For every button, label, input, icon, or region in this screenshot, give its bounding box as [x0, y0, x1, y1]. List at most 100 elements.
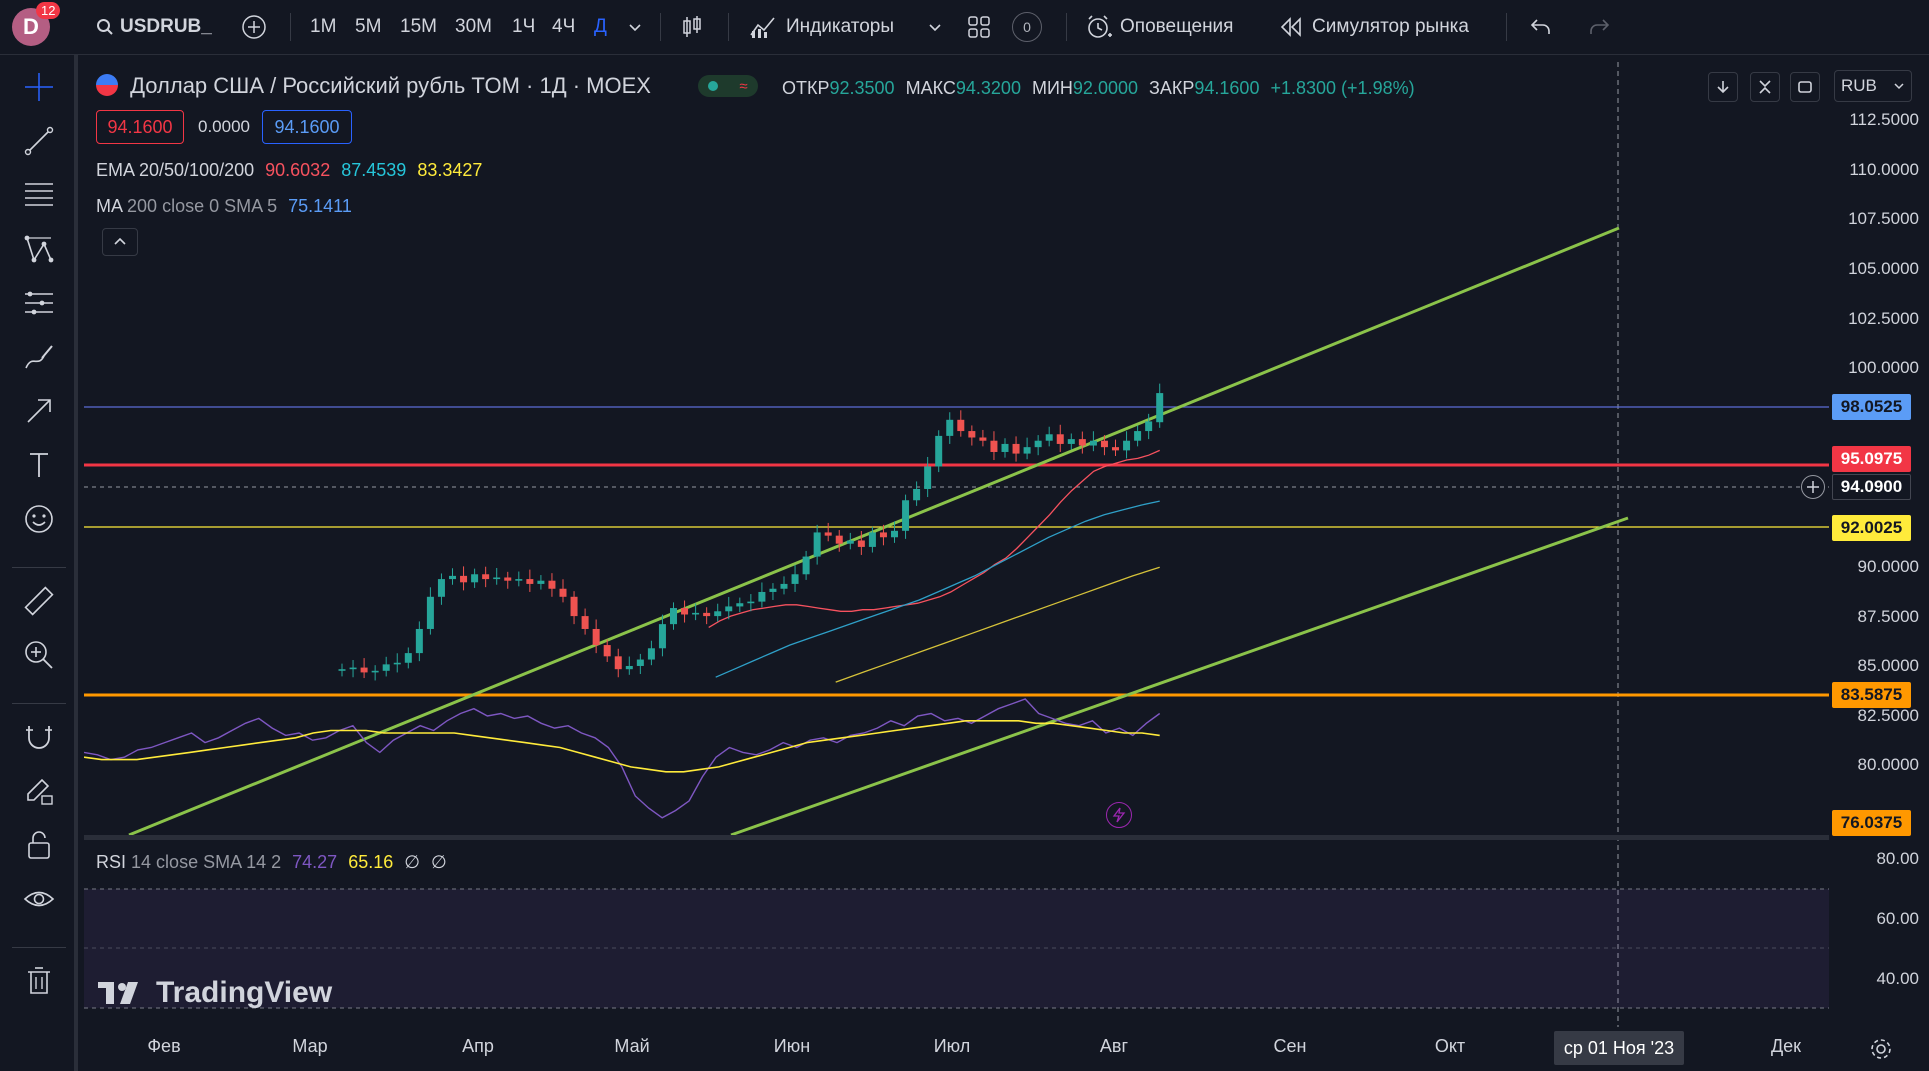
emoji-tool[interactable] [14, 497, 64, 541]
candle-body [426, 596, 434, 629]
scroll-down-button[interactable] [1708, 72, 1738, 102]
interval-1m[interactable]: 1М [310, 0, 336, 54]
pattern-tool[interactable] [14, 227, 64, 271]
avatar[interactable]: D 12 [12, 2, 61, 46]
interval-4h[interactable]: 4Ч [552, 0, 575, 54]
event-lightning-icon[interactable] [1106, 802, 1132, 828]
interval-15m[interactable]: 15М [400, 0, 437, 54]
candle-body [393, 662, 401, 665]
ema-lines [708, 449, 1160, 683]
indicators-button[interactable]: Индикаторы [748, 0, 894, 54]
candle-body [670, 608, 677, 625]
settings-button[interactable] [1868, 1036, 1894, 1067]
text-tool[interactable] [14, 443, 64, 487]
candle-body [846, 540, 854, 544]
market-status[interactable]: ≈ [698, 75, 758, 97]
ruler-icon [24, 586, 54, 616]
time-label: Апр [462, 1036, 494, 1056]
time-label: Май [614, 1036, 650, 1056]
symbol-search[interactable]: USDRUB_ [96, 0, 212, 54]
tradingview-logo-icon [98, 982, 138, 1004]
arrow-tool[interactable] [14, 389, 64, 433]
hide-drawings[interactable] [14, 877, 64, 921]
interval-5m[interactable]: 5М [355, 0, 381, 54]
candle-body [382, 664, 390, 671]
chart-canvas[interactable] [84, 62, 1829, 1027]
sell-button[interactable]: 94.1600 [96, 110, 184, 144]
interval-1d[interactable]: Д [594, 0, 607, 54]
price-label: 90.0000 [1857, 557, 1919, 576]
chart-type-button[interactable] [678, 0, 706, 54]
pane-separator[interactable] [84, 835, 1829, 840]
alerts-button[interactable]: Оповещения [1084, 0, 1233, 54]
price-scale[interactable] [1831, 54, 1929, 1029]
interval-dropdown[interactable] [628, 0, 642, 54]
ema-legend[interactable]: EMA 20/50/100/200 90.6032 87.4539 83.342… [96, 160, 483, 180]
candle-body [891, 530, 898, 538]
fibonacci-icon [25, 183, 53, 206]
indicators-label: Индикаторы [786, 16, 895, 37]
candle-body [692, 612, 700, 615]
interval-label: Д [594, 16, 607, 37]
layouts-button[interactable] [966, 0, 992, 54]
maximize-pane-button[interactable] [1790, 72, 1820, 102]
candle-body [581, 616, 589, 629]
lightning-icon [1112, 807, 1126, 823]
candle-body [658, 624, 666, 649]
magnet-tool[interactable] [14, 715, 64, 759]
market-open-dot [708, 81, 719, 91]
rsi-legend[interactable]: RSI 14 close SMA 14 2 74.27 65.16 ∅ ∅ [96, 852, 447, 872]
add-alert-button[interactable] [1801, 475, 1825, 499]
forecasting-tool[interactable] [14, 281, 64, 325]
price-label: 102.5000 [1848, 309, 1919, 328]
ma-legend[interactable]: MA 200 close 0 SMA 5 75.1411 [96, 196, 352, 216]
collapse-legend-button[interactable] [102, 228, 138, 256]
undo-button[interactable] [1528, 0, 1554, 54]
replay-button[interactable]: Симулятор рынка [1278, 0, 1469, 54]
fib-tool[interactable] [14, 173, 64, 217]
projection-icon [25, 291, 53, 315]
symbol-name: USDRUB_ [120, 16, 212, 37]
candle-body [957, 419, 965, 432]
candle-body [526, 579, 534, 584]
zoom-tool[interactable] [14, 633, 64, 677]
currency-select[interactable]: RUB [1834, 70, 1912, 102]
candle-body [879, 532, 887, 538]
user-avatar[interactable]: D 12 [12, 0, 61, 54]
candle-body [868, 532, 876, 547]
search-icon [97, 19, 113, 35]
arrow-icon [27, 399, 51, 423]
stay-in-drawing-mode[interactable] [14, 769, 64, 813]
collapse-pane-button[interactable] [1750, 72, 1780, 102]
compare-symbol-button[interactable] [240, 0, 268, 54]
remove-drawings[interactable] [14, 959, 64, 1003]
crosshair-tool[interactable] [14, 65, 64, 109]
redo-button[interactable] [1586, 0, 1612, 54]
time-label: Июл [933, 1036, 971, 1056]
candle-body [769, 588, 777, 592]
ema20-line [708, 449, 1160, 628]
candle-body [979, 437, 987, 441]
ruler-tool[interactable] [14, 579, 64, 623]
candle-body [614, 656, 622, 670]
interval-label: 30М [455, 16, 492, 37]
candle-body [747, 601, 755, 604]
tradingview-watermark[interactable]: TradingView [98, 976, 332, 1010]
trend-line-tool[interactable] [14, 119, 64, 163]
buy-button[interactable]: 94.1600 [262, 110, 352, 144]
channel-lower-line[interactable] [730, 516, 1629, 837]
candle-body [1012, 443, 1020, 454]
channel-upper-line[interactable] [128, 226, 1620, 837]
templates-counter[interactable]: 0 [1012, 0, 1042, 54]
candle-body [482, 574, 490, 580]
candle-body [780, 583, 788, 589]
symbol-title[interactable]: Доллар США / Российский рубль TOM · 1Д ·… [130, 73, 651, 98]
brush-tool[interactable] [14, 335, 64, 379]
candle-body [968, 431, 976, 438]
interval-30m[interactable]: 30М [455, 0, 492, 54]
time-label: Дек [1770, 1036, 1802, 1056]
candle-body [460, 575, 468, 583]
lock-drawings[interactable] [14, 823, 64, 867]
interval-1h[interactable]: 1Ч [512, 0, 535, 54]
indicators-dropdown[interactable] [928, 0, 942, 54]
